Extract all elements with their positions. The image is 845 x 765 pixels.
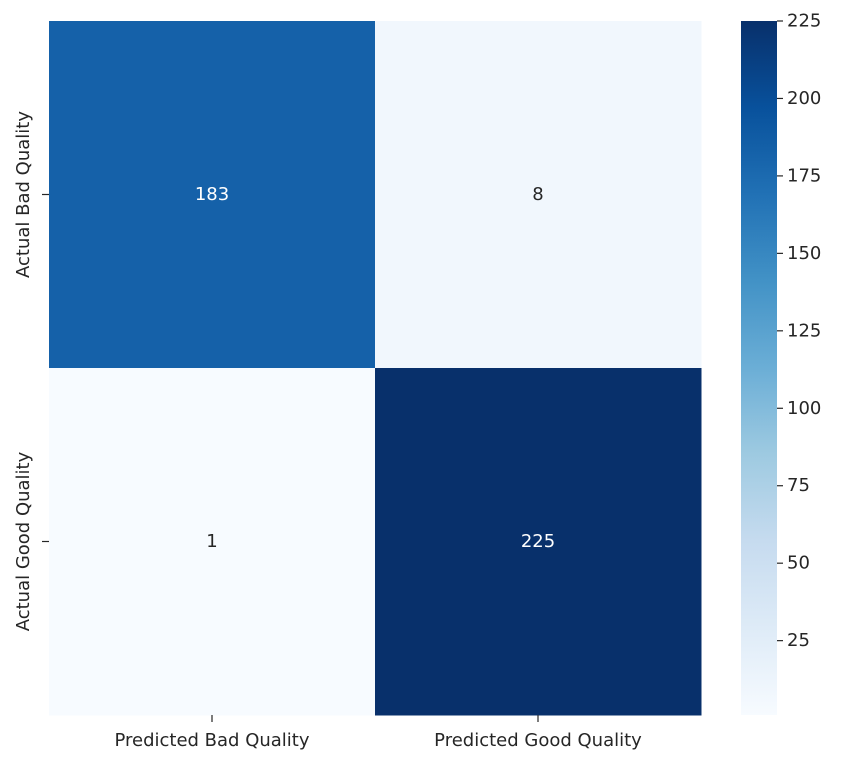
x-tick-label: Predicted Good Quality	[434, 730, 642, 751]
heatmap-cell-labels: 183 8 1 225	[195, 184, 555, 552]
colorbar-tick-label: 225	[787, 11, 821, 32]
heatmap-cell-label-r0-c0: 183	[195, 184, 229, 205]
heatmap-cell-r0-c0	[49, 21, 376, 369]
heatmap-cell-label-r1-c0: 1	[206, 531, 217, 552]
heatmap-cell-r0-c1	[375, 21, 702, 369]
heatmap-cell-label-r0-c1: 8	[532, 184, 543, 205]
heatmap-cell-label-r1-c1: 225	[521, 531, 555, 552]
colorbar-tick-label: 50	[787, 553, 810, 574]
colorbar: 25 50 75 100 125 150 175 200 225	[741, 11, 821, 715]
colorbar-tick-label: 100	[787, 398, 821, 419]
heatmap-cell-r1-c0	[49, 368, 376, 716]
colorbar-tick-label: 125	[787, 320, 821, 341]
colorbar-tick-label: 175	[787, 165, 821, 186]
colorbar-tick-label: 150	[787, 243, 821, 264]
x-tick-label: Predicted Bad Quality	[114, 730, 309, 751]
y-tick-label: Actual Good Quality	[13, 451, 34, 631]
colorbar-tick-label: 200	[787, 88, 821, 109]
colorbar-tick-label: 75	[787, 475, 810, 496]
y-axis: Actual Bad Quality Actual Good Quality	[13, 111, 49, 631]
y-tick-label: Actual Bad Quality	[13, 111, 34, 278]
colorbar-tick-label: 25	[787, 630, 810, 651]
x-axis: Predicted Bad Quality Predicted Good Qual…	[114, 715, 642, 751]
colorbar-scale	[741, 21, 777, 715]
heatmap-cell-r1-c1	[375, 368, 702, 716]
heatmap-cells	[49, 21, 702, 716]
